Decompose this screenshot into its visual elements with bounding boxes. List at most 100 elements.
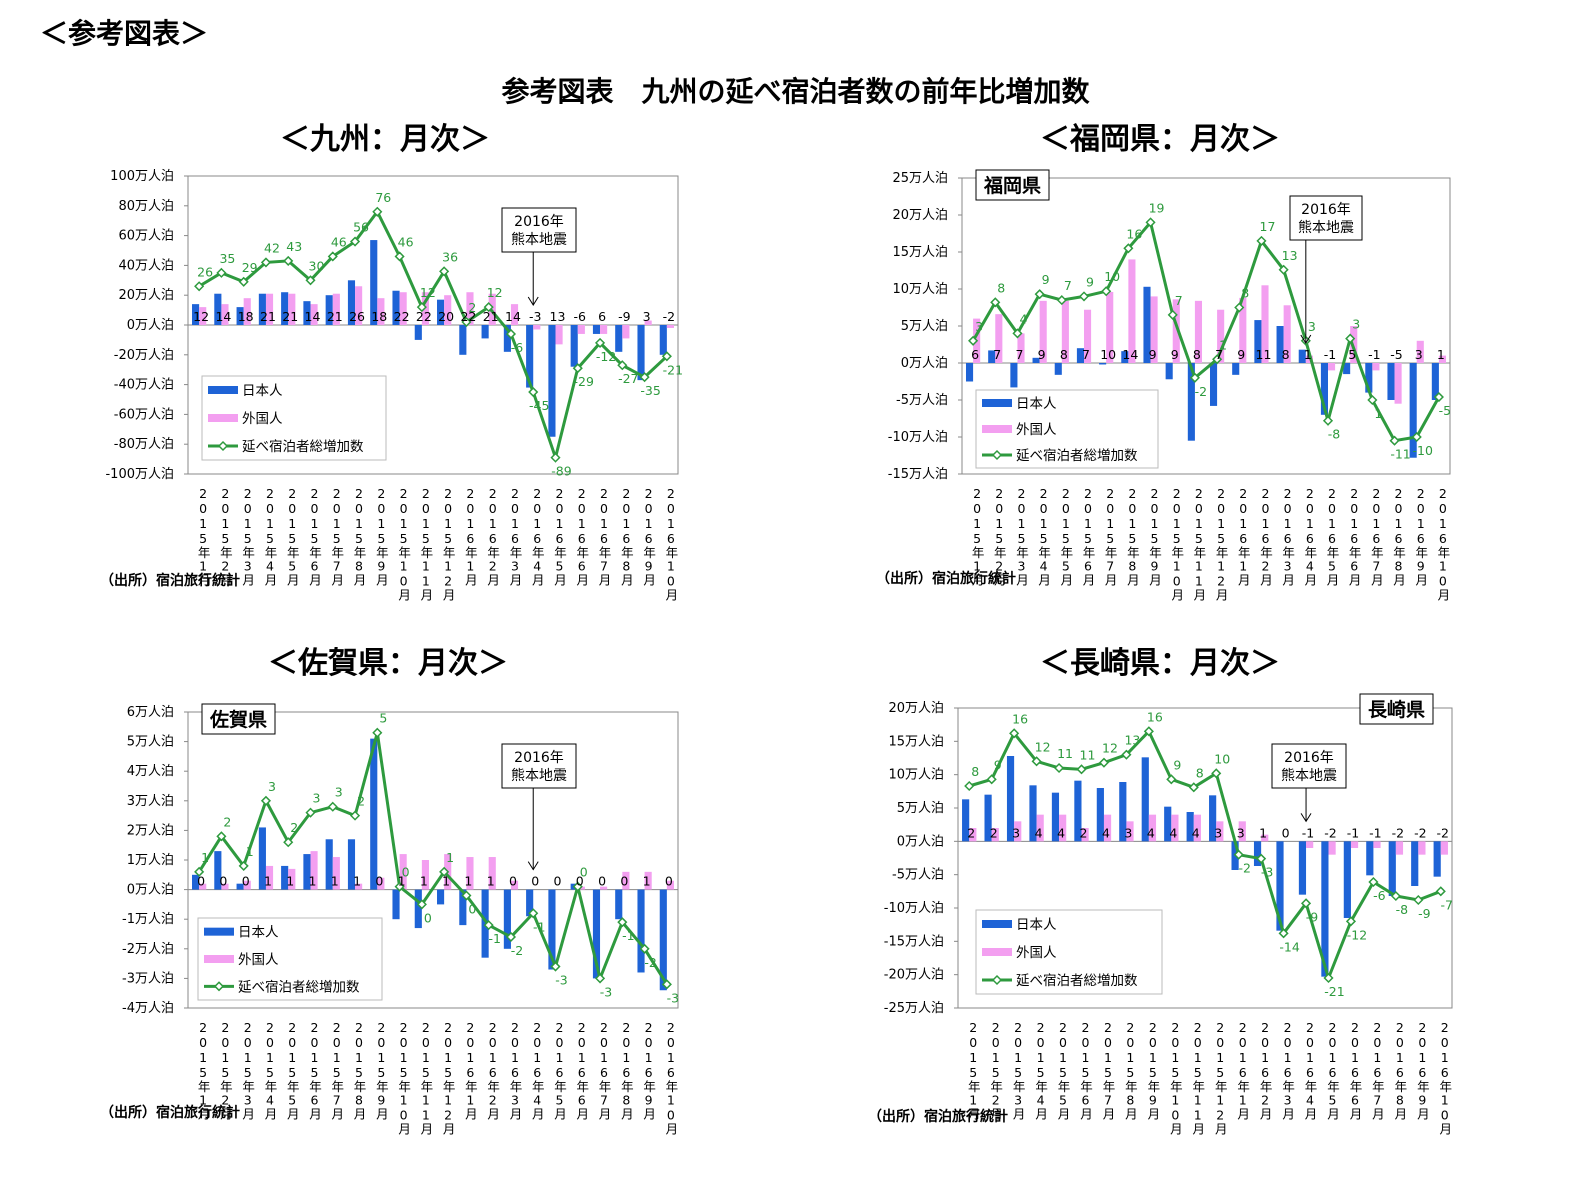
legend-item-foreign-swatch xyxy=(204,955,234,963)
y-tick-label: -10万人泊 xyxy=(888,430,948,445)
bar-japanese xyxy=(347,280,356,325)
bar-japanese xyxy=(1119,782,1127,842)
x-tick-label: 2015年11月 xyxy=(1191,486,1206,602)
bar-japanese xyxy=(437,299,445,325)
data-label-total: -2 xyxy=(644,955,656,970)
bar-japanese xyxy=(437,889,445,905)
bar-japanese xyxy=(258,293,266,325)
marker-total xyxy=(661,351,672,362)
x-tick-label: 2015年5月 xyxy=(285,1020,300,1121)
y-tick-label: -20万人泊 xyxy=(114,348,174,363)
data-label-foreign: 9 xyxy=(1171,347,1179,362)
bar-foreign xyxy=(1017,333,1025,363)
bar-foreign xyxy=(243,880,251,890)
marker-total xyxy=(461,316,472,328)
annotation-box xyxy=(501,207,577,253)
bar-foreign xyxy=(355,286,363,325)
bar-japanese xyxy=(570,325,578,367)
data-label-total: 30 xyxy=(309,258,325,273)
bar-japanese xyxy=(1032,357,1040,363)
x-tick-label: 2015年12月 xyxy=(441,1020,456,1136)
marker-total xyxy=(661,979,672,990)
bar-foreign xyxy=(995,314,1003,363)
data-label-total: 0 xyxy=(402,865,410,880)
data-label-total: -89 xyxy=(551,464,571,479)
data-label-total: 2 xyxy=(468,300,476,315)
bar-japanese xyxy=(1343,363,1351,375)
data-label-total: -14 xyxy=(1279,939,1299,954)
x-tick-label: 2016年4月 xyxy=(1303,1020,1318,1121)
x-tick-label: 2015年1月 xyxy=(196,486,211,587)
data-label-total: -21 xyxy=(1324,984,1344,999)
bar-foreign xyxy=(1081,828,1089,842)
marker-total xyxy=(1413,894,1424,906)
data-label-foreign: 1 xyxy=(487,874,495,889)
x-tick-label: 2016年6月 xyxy=(574,1020,589,1121)
x-tick-label: 2015年2月 xyxy=(218,1020,233,1121)
annotation-arrow-head xyxy=(527,296,539,306)
data-label-total: 3 xyxy=(313,791,321,806)
x-tick-label: 2016年3月 xyxy=(507,1020,522,1121)
legend-item-japanese-label: 日本人 xyxy=(1016,917,1057,933)
x-tick-label: 2016年6月 xyxy=(1347,486,1362,587)
bar-japanese xyxy=(1320,363,1328,415)
x-tick-label: 2016年10月 xyxy=(663,486,678,602)
marker-total xyxy=(1166,774,1177,785)
x-tick-label: 2016年1月 xyxy=(1236,486,1251,587)
marker-total xyxy=(1078,291,1090,302)
data-label-total: 12 xyxy=(487,285,503,300)
data-label-total: 16 xyxy=(1126,226,1142,241)
bar-japanese xyxy=(503,889,511,949)
bar-foreign xyxy=(1193,814,1201,842)
marker-total xyxy=(394,251,405,262)
legend-item-total-marker xyxy=(991,974,1003,986)
x-tick-label: 2016年2月 xyxy=(1258,1020,1273,1121)
data-label-foreign: 8 xyxy=(1282,347,1290,362)
data-label-total: 10 xyxy=(1104,269,1120,284)
marker-total xyxy=(550,961,561,972)
data-label-total: -21 xyxy=(663,362,683,377)
data-label-foreign: 8 xyxy=(1193,347,1201,362)
data-label-total: 10 xyxy=(1214,751,1230,766)
x-tick-label: 2015年11月 xyxy=(418,1020,433,1136)
data-label-total: -3 xyxy=(555,973,567,988)
marker-total xyxy=(505,931,517,943)
marker-total xyxy=(260,257,272,268)
bar-foreign xyxy=(1172,299,1180,363)
data-label-total: 29 xyxy=(242,260,258,275)
y-tick-label: 5万人泊 xyxy=(897,801,944,816)
data-label-foreign: 2 xyxy=(967,825,975,840)
bar-japanese xyxy=(1388,841,1396,896)
y-tick-label: 20万人泊 xyxy=(892,208,948,223)
bar-japanese xyxy=(192,304,200,325)
x-tick-label: 2015年11月 xyxy=(1190,1020,1205,1136)
data-label-total: -45 xyxy=(529,398,549,413)
panel-title-nagasaki: ＜長崎県：月次＞ xyxy=(1040,646,1280,681)
y-tick-label: 15万人泊 xyxy=(892,245,948,260)
legend-item-japanese-label: 日本人 xyxy=(1016,396,1057,412)
data-label-foreign: -1 xyxy=(1368,347,1380,362)
bar-foreign xyxy=(332,857,340,890)
bar-foreign xyxy=(466,292,474,325)
x-tick-label: 2015年10月 xyxy=(1168,1020,1183,1136)
bar-japanese xyxy=(214,293,222,325)
bar-foreign xyxy=(1372,363,1380,371)
data-label-foreign: -2 xyxy=(663,309,675,324)
source-note-nagasaki: （出所）宿泊旅行統計 xyxy=(868,1109,1008,1125)
x-tick-label: 2016年5月 xyxy=(552,1020,567,1121)
bar-japanese xyxy=(236,307,244,325)
bar-foreign xyxy=(1283,305,1291,363)
data-label-foreign: 10 xyxy=(1100,347,1116,362)
panel-title-saga: ＜佐賀県：月次＞ xyxy=(268,646,508,681)
annotation-box xyxy=(1289,195,1363,241)
annotation-line-2: 熊本地震 xyxy=(511,232,567,248)
y-tick-label: -40万人泊 xyxy=(114,378,174,393)
annotation-line-2: 熊本地震 xyxy=(1298,220,1354,236)
data-label-foreign: 4 xyxy=(1057,825,1065,840)
bar-japanese xyxy=(1276,326,1284,363)
data-label-foreign: 0 xyxy=(665,874,673,889)
bar-japanese xyxy=(1143,286,1151,363)
y-tick-label: 15万人泊 xyxy=(888,734,944,749)
bar-foreign xyxy=(1039,300,1047,363)
bar-foreign xyxy=(510,304,519,325)
